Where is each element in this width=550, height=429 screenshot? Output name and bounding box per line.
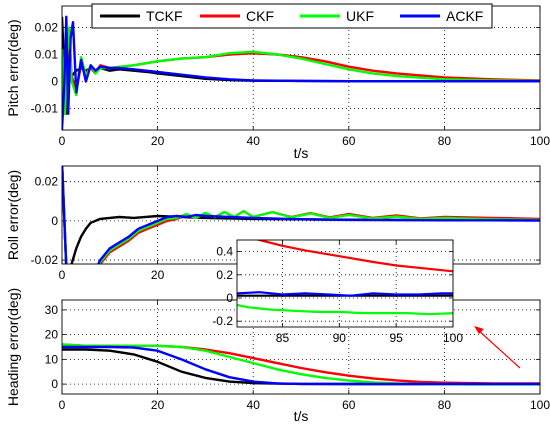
series-line-ukf <box>237 303 453 316</box>
y-tick-label: -0.02 <box>31 253 59 267</box>
series-line-ackf <box>62 15 540 130</box>
y-axis-label: Heading error(deg) <box>5 288 21 406</box>
x-tick-label: 0 <box>59 268 66 282</box>
series-line-ukf <box>62 26 540 116</box>
y-tick-label: 0.02 <box>35 175 59 189</box>
y-tick-label: 0 <box>51 214 58 228</box>
y-tick-label: 20 <box>45 328 59 342</box>
legend-label-ukf: UKF <box>346 8 374 24</box>
x-tick-label: 0 <box>59 134 66 148</box>
x-tick-label: 100 <box>530 398 550 412</box>
y-tick-label: 0 <box>51 377 58 391</box>
legend: TCKF CKF UKF ACKF <box>91 3 493 29</box>
x-tick-label: 80 <box>438 134 452 148</box>
y-tick-label: 0.01 <box>35 48 59 62</box>
y-tick-label: -0.01 <box>31 101 59 115</box>
series-line-ackf <box>62 166 540 264</box>
x-tick-label: 100 <box>530 134 550 148</box>
x-tick-label: 20 <box>151 268 165 282</box>
x-tick-label: 60 <box>342 398 356 412</box>
x-axis-label: t/s <box>294 145 309 161</box>
x-tick-label: 90 <box>333 331 347 345</box>
zoom-arrow <box>474 326 521 369</box>
series-line-ckf <box>255 240 453 273</box>
plot-frame <box>236 239 454 328</box>
x-axis-label: t/s <box>294 408 309 424</box>
series-line-ackf <box>62 345 540 386</box>
x-tick-label: 85 <box>276 331 290 345</box>
x-tick-label: 40 <box>247 398 261 412</box>
x-tick-label: 20 <box>151 398 165 412</box>
series-line-ackf <box>237 291 453 297</box>
x-tick-label: 100 <box>443 331 463 345</box>
y-axis-label: Pitch error(deg) <box>5 19 21 116</box>
y-axis-label: Roll error(deg) <box>5 170 21 260</box>
inset-zoom-panel: 85 90 95 100 -0.2 0 0.2 0.4 <box>212 239 463 345</box>
y-tick-label: 0.2 <box>216 268 233 282</box>
legend-label-ckf: CKF <box>246 8 274 24</box>
x-tick-label: 40 <box>247 134 261 148</box>
x-tick-label: 0 <box>59 398 66 412</box>
x-tick-label: 95 <box>389 331 403 345</box>
x-tick-label: 60 <box>342 134 356 148</box>
y-tick-label: 0.4 <box>216 245 233 259</box>
pitch-error-panel: 0 20 40 60 80 100 -0.01 0 0.01 0.02 Pitch error(de… <box>5 5 550 161</box>
legend-label-tckf: TCKF <box>146 8 183 24</box>
x-tick-label: 20 <box>151 134 165 148</box>
y-tick-label: 10 <box>45 352 59 366</box>
y-tick-label: 30 <box>45 303 59 317</box>
legend-label-ackf: ACKF <box>446 8 483 24</box>
y-tick-label: -0.2 <box>212 314 233 328</box>
x-tick-label: 80 <box>438 398 452 412</box>
y-tick-label: 0 <box>226 291 233 305</box>
y-tick-label: 0.02 <box>35 21 59 35</box>
y-tick-label: 0 <box>51 74 58 88</box>
